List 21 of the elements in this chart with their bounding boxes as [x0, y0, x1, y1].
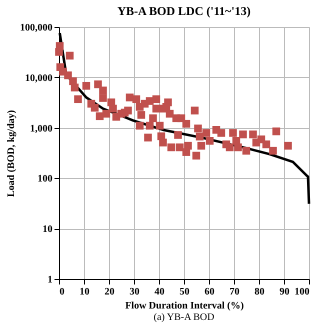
- y-tick-label: 10: [42, 224, 52, 236]
- y-tick-label: 100: [38, 174, 52, 185]
- x-tick-label: 20: [104, 286, 114, 298]
- x-tick-label: 40: [154, 286, 164, 298]
- x-axis-title: Flow Duration Interval (%): [125, 300, 244, 312]
- y-tick-label: 1,000: [30, 123, 52, 134]
- y-axis-title: Load (BOD, kg/day): [6, 110, 17, 197]
- x-tick-label: 60: [204, 286, 214, 298]
- y-tick-label: 1: [48, 274, 52, 286]
- x-tick-label: 90: [280, 286, 290, 298]
- y-tick-label: 10,000: [25, 72, 52, 84]
- x-tick-label: 80: [254, 286, 264, 298]
- text: (a) YB-A BOD: [154, 312, 214, 323]
- x-tick-label: 30: [130, 286, 140, 298]
- x-tick-label: 10: [80, 286, 90, 298]
- x-tick-label: 50: [180, 286, 190, 298]
- chart-title: YB-A BOD LDC ('11~'13): [117, 4, 251, 18]
- x-tick-label: 70: [230, 286, 240, 298]
- y-tick-label: 100,000: [20, 22, 52, 34]
- x-tick-label: 100: [294, 286, 310, 298]
- x-tick-label: 0: [60, 286, 64, 298]
